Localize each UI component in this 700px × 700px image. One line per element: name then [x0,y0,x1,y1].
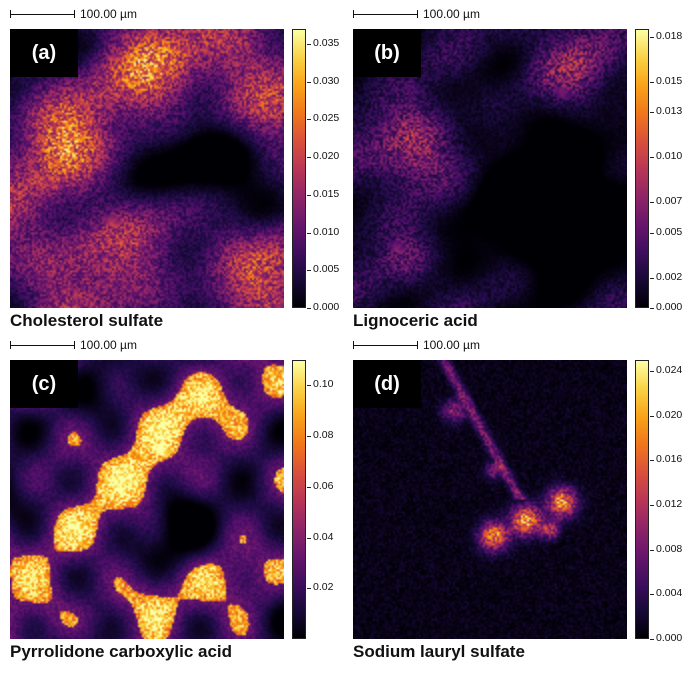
colorbar-tick-label: 0.015 [656,74,683,87]
colorbar-ticks: 0.000 0.005 0.010 0.015 0.020 0.025 0.030 0.035 [307,29,347,313]
colorbar-tick-mark [650,202,654,204]
intensity-map: (d) [353,360,627,639]
colorbar-tick-mark [307,270,311,272]
colorbar-tick-label: 0.005 [656,225,683,238]
colorbar-tick-label: 0.020 [313,150,340,163]
colorbar-tick-mark [650,549,654,551]
colorbar-tick-mark [307,44,311,46]
colorbar-tick-mark [307,119,311,121]
heatmap-panel-d: 100.00 µm (d) 0.000 0.004 0.008 0.012 0.016 0… [343,331,683,661]
scale-bar: 100.00 µm [10,6,210,24]
scale-bar: 100.00 µm [353,337,553,355]
colorbar-tick-label: 0.013 [656,104,683,117]
colorbar-tick-label: 0.002 [656,270,683,283]
colorbar-tick-mark [650,36,654,38]
colorbar-tick-mark [650,415,654,417]
panel-title: Cholesterol sulfate [10,311,164,330]
scale-bar: 100.00 µm [10,337,210,355]
colorbar-tick-label: 0.04 [313,530,334,543]
panel-letter: (b) [353,29,421,77]
colorbar-tick-mark [650,460,654,462]
colorbar [635,29,649,308]
colorbar [292,29,306,308]
panel-letter: (c) [10,360,78,408]
colorbar-tick-mark [307,232,311,234]
panel-letter: (d) [353,360,421,408]
panel-letter: (a) [10,29,78,77]
scale-bar: 100.00 µm [353,6,553,24]
colorbar [292,360,306,639]
heatmap-panel-a: 100.00 µm (a) 0.000 0.005 0.010 0.015 0.020 0… [0,0,340,330]
colorbar-tick-mark [650,157,654,159]
intensity-map: (c) [10,360,284,639]
colorbar-tick-label: 0.030 [313,74,340,87]
colorbar-tick-label: 0.000 [313,301,340,313]
colorbar-tick-label: 0.004 [656,587,683,600]
colorbar-tick-label: 0.035 [313,37,340,50]
colorbar-tick-label: 0.08 [313,429,334,442]
scale-bar-label: 100.00 µm [80,338,137,352]
intensity-map: (b) [353,29,627,308]
colorbar-tick-mark [650,232,654,234]
colorbar-tick-mark [307,308,311,309]
colorbar-tick-label: 0.010 [656,150,683,163]
colorbar-tick-label: 0.016 [656,453,683,466]
colorbar-tick-label: 0.007 [656,195,683,208]
colorbar-tick-label: 0.010 [313,225,340,238]
colorbar-tick-mark [307,537,311,539]
colorbar-tick-mark [650,277,654,279]
colorbar-tick-mark [650,505,654,507]
colorbar-tick-label: 0.10 [313,378,334,391]
colorbar-ticks: 0.000 0.004 0.008 0.012 0.016 0.020 0.024 [650,360,690,644]
heatmap-panel-b: 100.00 µm (b) 0.000 0.002 0.005 0.007 0.010 0… [343,0,683,330]
colorbar-tick-label: 0.015 [313,187,340,200]
colorbar-tick-mark [650,371,654,373]
colorbar-tick-mark [307,588,311,590]
colorbar-tick-label: 0.024 [656,364,683,377]
colorbar-ticks: 0.02 0.04 0.06 0.08 0.10 [307,360,347,639]
colorbar [635,360,649,639]
scale-bar-label: 100.00 µm [423,7,480,21]
colorbar-tick-label: 0.012 [656,498,683,511]
colorbar-tick-label: 0.000 [656,632,683,644]
colorbar-tick-label: 0.02 [313,581,334,594]
colorbar-tick-mark [307,194,311,196]
colorbar-tick-mark [650,81,654,83]
colorbar-tick-label: 0.005 [313,263,340,276]
scale-bar-label: 100.00 µm [423,338,480,352]
intensity-map: (a) [10,29,284,308]
colorbar-tick-mark [307,486,311,488]
scale-bar-label: 100.00 µm [80,7,137,21]
colorbar-tick-label: 0.008 [656,542,683,555]
colorbar-tick-mark [650,639,654,640]
colorbar-tick-mark [307,385,311,387]
colorbar-tick-mark [307,81,311,83]
panel-title: Pyrrolidone carboxylic acid [10,642,233,661]
colorbar-tick-mark [650,111,654,113]
colorbar-tick-mark [307,157,311,159]
colorbar-tick-mark [650,594,654,596]
colorbar-tick-mark [650,308,654,309]
colorbar-tick-label: 0.000 [656,301,683,313]
colorbar-tick-label: 0.018 [656,29,683,42]
colorbar-tick-mark [307,436,311,438]
colorbar-tick-label: 0.020 [656,408,683,421]
panel-title: Sodium lauryl sulfate [353,642,525,661]
colorbar-ticks: 0.000 0.002 0.005 0.007 0.010 0.013 0.015 0.018 [650,29,690,313]
panel-title: Lignoceric acid [353,311,478,330]
heatmap-panel-c: 100.00 µm (c) 0.02 0.04 0.06 0.08 0.10 Pyrro… [0,331,340,661]
colorbar-tick-label: 0.06 [313,479,334,492]
colorbar-tick-label: 0.025 [313,112,340,125]
